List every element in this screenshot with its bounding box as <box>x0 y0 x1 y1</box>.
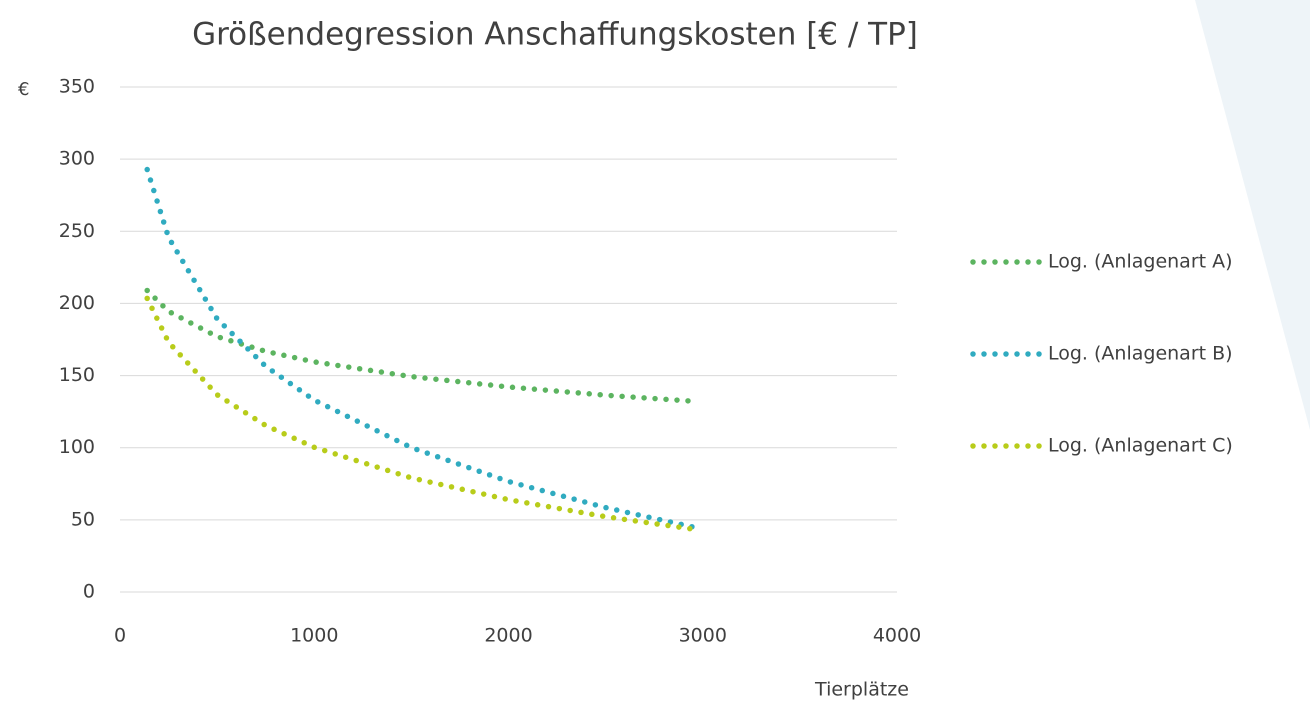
x-tick-label: 1000 <box>290 625 338 647</box>
y-axis-label: € <box>18 79 29 100</box>
trend-line <box>144 287 697 405</box>
x-tick-label: 3000 <box>679 625 727 647</box>
y-tick-label: 300 <box>59 148 95 170</box>
x-tick-label: 0 <box>114 625 126 647</box>
y-tick-label: 50 <box>71 508 95 530</box>
y-tick-label: 250 <box>59 220 95 242</box>
trend-line <box>144 166 697 530</box>
legend-label: Log. (Anlagenart A) <box>1048 251 1233 273</box>
y-tick-label: 100 <box>59 436 95 458</box>
trend-line <box>144 295 697 532</box>
legend-label: Log. (Anlagenart B) <box>1048 343 1233 365</box>
y-tick-label: 350 <box>59 76 95 98</box>
x-tick-label: 4000 <box>873 625 921 647</box>
y-tick-label: 0 <box>83 581 95 603</box>
chart-title: Größendegression Anschaffungskosten [€ /… <box>192 17 918 53</box>
x-axis-label: Tierplätze <box>814 679 909 701</box>
background-shape <box>1195 0 1310 430</box>
x-tick-label: 2000 <box>484 625 532 647</box>
y-tick-label: 150 <box>59 364 95 386</box>
y-tick-label: 200 <box>59 292 95 314</box>
legend-label: Log. (Anlagenart C) <box>1048 435 1233 457</box>
